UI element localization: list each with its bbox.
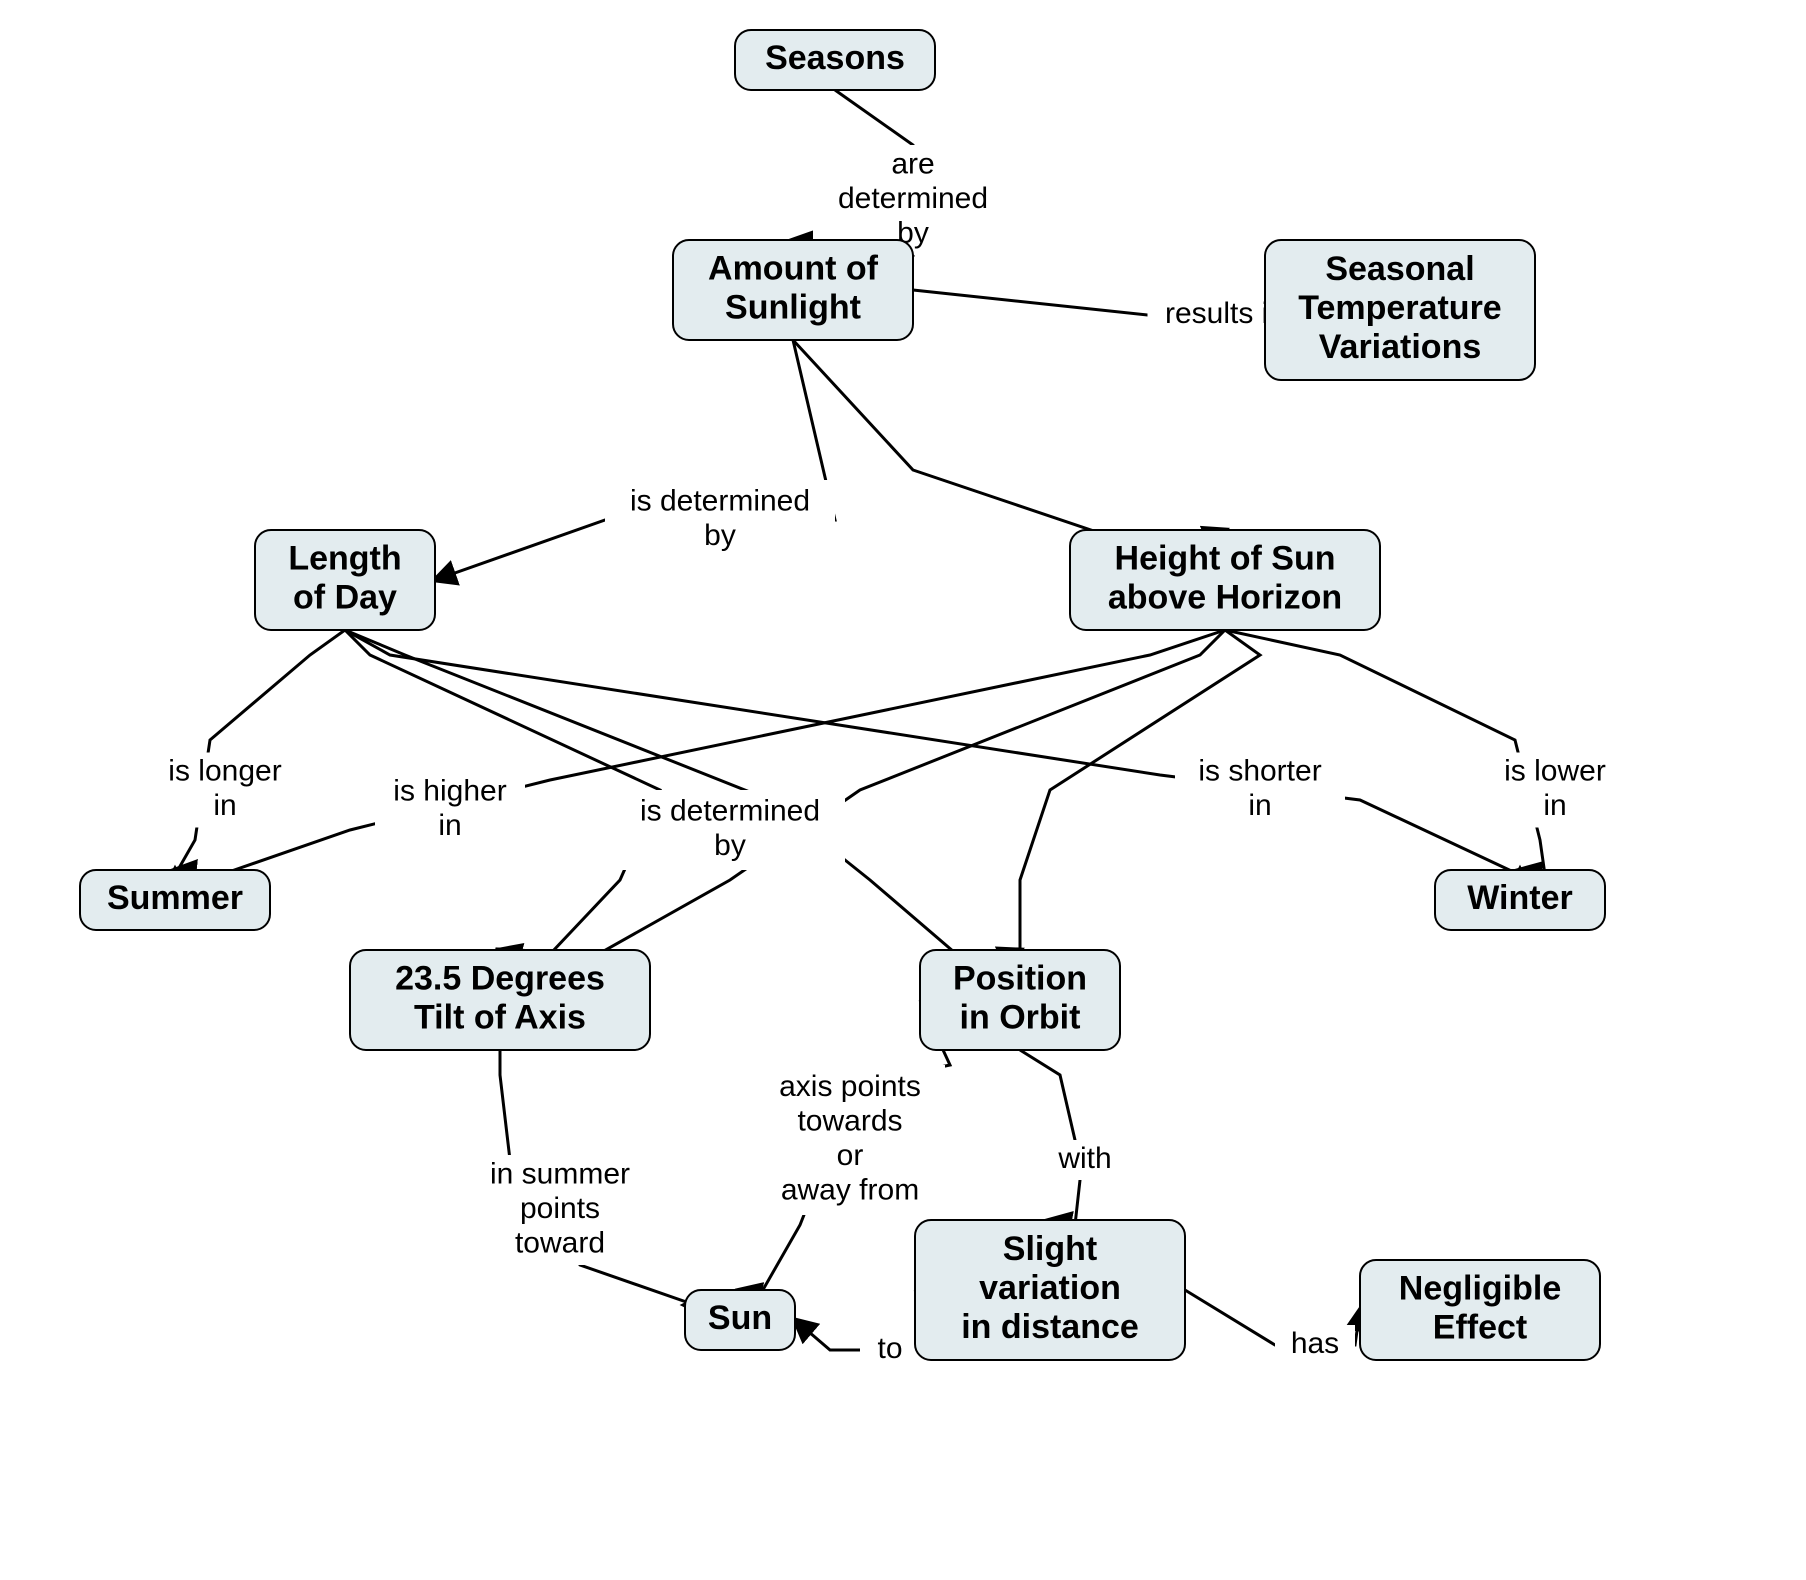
svg-text:Height of Sun: Height of Sun — [1115, 539, 1336, 577]
svg-text:is higher: is higher — [393, 775, 506, 808]
svg-text:of Day: of Day — [293, 579, 397, 617]
edge-position-slight — [1020, 1050, 1080, 1225]
svg-text:Negligible: Negligible — [1399, 1269, 1561, 1307]
svg-text:points: points — [520, 1192, 600, 1225]
edge-label-slight-negligible: has — [1275, 1325, 1355, 1365]
node-position: Positionin Orbit — [920, 950, 1120, 1050]
svg-text:is shorter: is shorter — [1198, 755, 1321, 788]
edge-label-position-slight: with — [1040, 1140, 1130, 1180]
node-slight: Slightvariationin distance — [915, 1220, 1185, 1360]
svg-text:in: in — [438, 809, 461, 842]
svg-text:to: to — [877, 1332, 902, 1365]
edge-label-seasons-amount: aredeterminedby — [813, 145, 1013, 255]
svg-text:Seasonal: Seasonal — [1325, 250, 1474, 288]
svg-text:axis points: axis points — [779, 1070, 921, 1103]
svg-text:Effect: Effect — [1433, 1309, 1527, 1347]
svg-text:in: in — [213, 789, 236, 822]
svg-text:variation: variation — [979, 1269, 1121, 1307]
node-negligible: NegligibleEffect — [1360, 1260, 1600, 1360]
svg-text:is determined: is determined — [640, 795, 820, 828]
edge-label-length-winter: is shorterin — [1175, 753, 1345, 828]
svg-text:is longer: is longer — [168, 755, 281, 788]
svg-text:by: by — [704, 519, 736, 552]
node-tilt: 23.5 DegreesTilt of Axis — [350, 950, 650, 1050]
node-amount: Amount ofSunlight — [673, 240, 913, 340]
svg-text:Amount of: Amount of — [708, 249, 879, 287]
node-length: Lengthof Day — [255, 530, 435, 630]
concept-map: aredeterminedbyresults inis determinedby… — [0, 0, 1806, 1580]
svg-text:away from: away from — [781, 1174, 919, 1207]
svg-text:with: with — [1057, 1142, 1111, 1175]
svg-text:in: in — [1543, 789, 1566, 822]
edge-height-tilt — [500, 630, 1225, 970]
edge-label-height-winter: is lowerin — [1485, 753, 1625, 828]
edge-label-length-tilt: is determinedby — [615, 790, 845, 870]
node-height: Height of Sunabove Horizon — [1070, 530, 1380, 630]
svg-text:in summer: in summer — [490, 1157, 630, 1190]
node-summer: Summer — [80, 870, 270, 930]
svg-text:is determined: is determined — [630, 485, 810, 518]
svg-text:Slight: Slight — [1003, 1230, 1097, 1268]
node-seasons: Seasons — [735, 30, 935, 90]
node-winter: Winter — [1435, 870, 1605, 930]
node-seasonal: SeasonalTemperatureVariations — [1265, 240, 1535, 380]
edge-label-amount-length: is determinedby — [605, 480, 835, 560]
svg-text:Position: Position — [953, 959, 1087, 997]
svg-text:in: in — [1248, 789, 1271, 822]
edge-label-slight-sun: to — [860, 1330, 920, 1370]
svg-text:in distance: in distance — [961, 1308, 1139, 1346]
svg-text:determined: determined — [838, 182, 988, 215]
svg-text:Winter: Winter — [1467, 879, 1572, 917]
edge-label-tilt-sun: in summerpointstoward — [470, 1155, 650, 1265]
svg-text:above Horizon: above Horizon — [1108, 579, 1342, 617]
svg-text:Sunlight: Sunlight — [725, 289, 861, 327]
svg-text:are: are — [891, 147, 934, 180]
svg-text:has: has — [1291, 1327, 1339, 1360]
svg-text:Sun: Sun — [708, 1299, 772, 1337]
svg-text:toward: toward — [515, 1226, 605, 1259]
svg-text:by: by — [714, 829, 746, 862]
svg-text:Seasons: Seasons — [765, 39, 905, 77]
svg-text:23.5 Degrees: 23.5 Degrees — [395, 959, 605, 997]
edge-amount-height — [793, 340, 1225, 555]
edge-label-length-summer: is longerin — [150, 753, 300, 828]
edge-label-height-summer: is higherin — [375, 773, 525, 848]
svg-text:or: or — [837, 1139, 864, 1172]
svg-text:Summer: Summer — [107, 879, 243, 917]
svg-text:Variations: Variations — [1319, 328, 1482, 366]
svg-text:is lower: is lower — [1504, 755, 1606, 788]
svg-text:towards: towards — [797, 1105, 902, 1138]
edge-label-position-sun: axis pointstowardsoraway from — [755, 1065, 945, 1215]
svg-text:Tilt of Axis: Tilt of Axis — [414, 999, 586, 1037]
svg-text:Length: Length — [288, 539, 401, 577]
svg-text:in Orbit: in Orbit — [960, 999, 1081, 1037]
svg-text:Temperature: Temperature — [1298, 289, 1501, 327]
node-sun: Sun — [685, 1290, 795, 1350]
